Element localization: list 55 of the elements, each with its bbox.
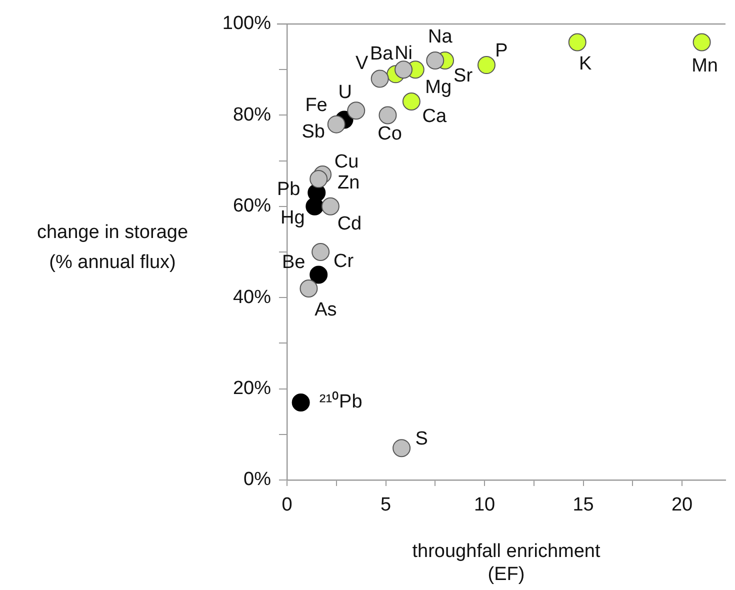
point: [310, 170, 328, 188]
annotation: Ba: [370, 43, 394, 64]
point: [310, 266, 328, 284]
x-tick-label: 5: [380, 494, 392, 516]
annotation: Mg: [425, 76, 452, 98]
y-tick-label: 60%: [232, 196, 272, 217]
annotation: Cu: [334, 152, 359, 173]
annotation: Sr: [454, 66, 474, 87]
point: [378, 106, 397, 124]
annotation: Cr: [334, 251, 354, 272]
x-tick-label: 0: [282, 494, 292, 516]
annotation: Zn: [338, 172, 360, 194]
annotation: Sb: [302, 122, 326, 143]
annotation: Fe: [305, 94, 328, 116]
y-tick-label: 80%: [232, 104, 272, 126]
annotation: Na: [428, 26, 453, 48]
annotation: Co: [378, 123, 402, 144]
point: [568, 33, 586, 52]
point: [321, 197, 340, 216]
annotation: U: [338, 82, 352, 103]
annotation: P: [495, 40, 508, 62]
annotation: K: [579, 53, 592, 74]
point: [300, 279, 318, 298]
y-tick-label: 40%: [232, 286, 272, 308]
annotation: As: [314, 300, 337, 321]
x-axis-title: throughfall enrichment (EF): [412, 541, 601, 585]
annotation: Ni: [394, 42, 413, 64]
point: [306, 197, 324, 216]
annotation: Be: [282, 252, 306, 274]
point: [370, 70, 389, 88]
y-tick-label: 0%: [244, 469, 272, 490]
point: [347, 102, 366, 120]
annotation: ²¹⁰Pb: [319, 390, 362, 413]
x-tick-label: 10: [474, 494, 496, 516]
point: [692, 33, 711, 52]
annotation: Cd: [337, 214, 362, 235]
y-tick-label: 20%: [232, 378, 272, 400]
point: [392, 439, 411, 458]
point: [402, 92, 420, 111]
point: [292, 393, 310, 412]
point: [394, 60, 413, 79]
x-tick-label: 15: [572, 494, 594, 516]
annotation: Ca: [422, 106, 448, 127]
annotation: V: [355, 52, 368, 74]
x-tick-label: 20: [671, 494, 693, 516]
point: [426, 51, 444, 70]
annotation: Hg: [280, 208, 305, 229]
point: [478, 56, 496, 74]
point: [312, 243, 330, 261]
y-axis-title: change in storage (% annual flux): [36, 221, 190, 275]
annotation: Pb: [277, 178, 300, 200]
annotation: Mn: [692, 55, 718, 76]
y-tick-label: 100%: [222, 13, 272, 34]
point: [327, 115, 346, 134]
annotation: S: [415, 428, 428, 450]
